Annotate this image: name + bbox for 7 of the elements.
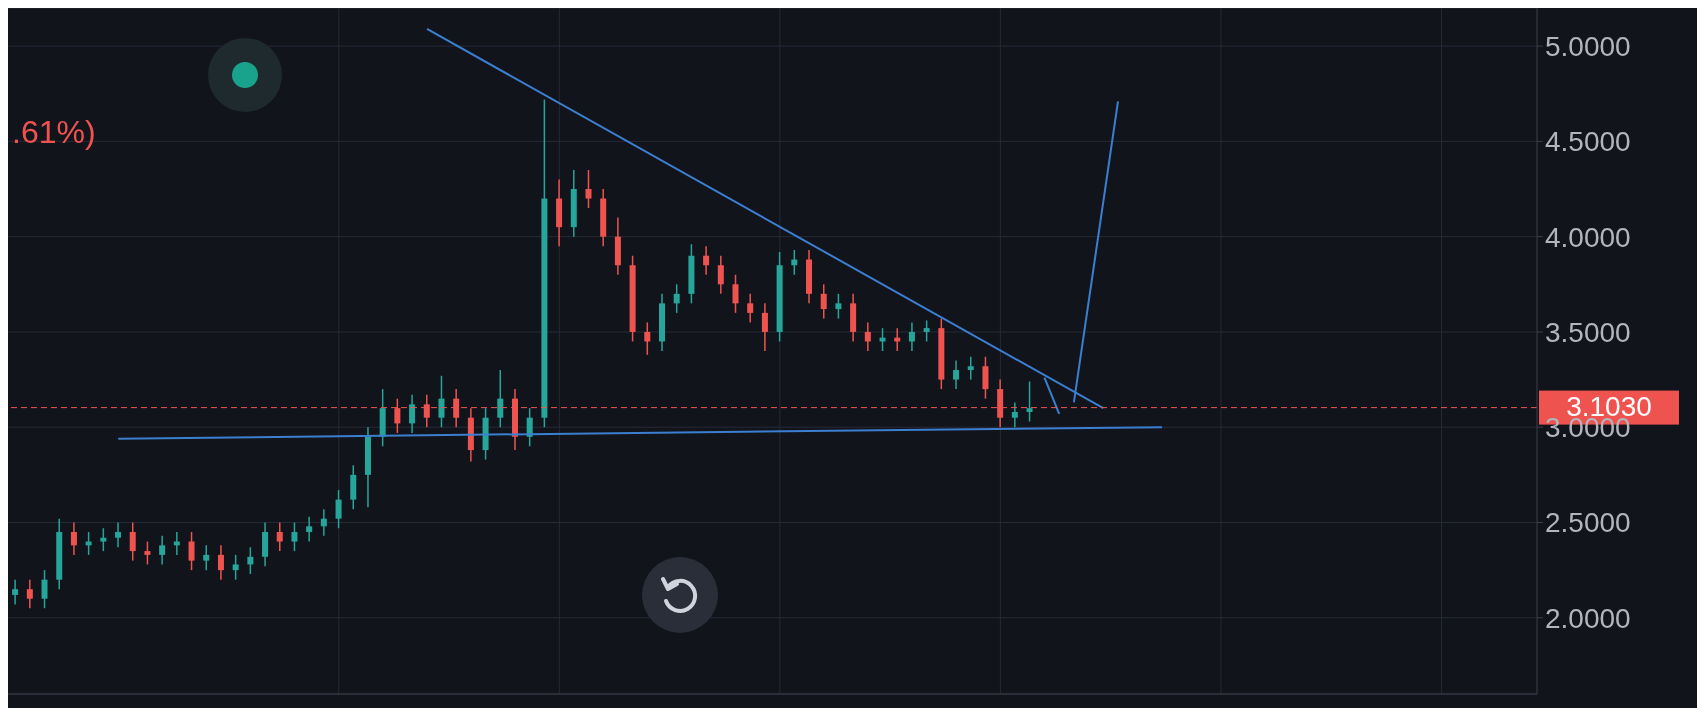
y-tick-label: 4.0000 <box>1545 221 1631 253</box>
y-tick-label: 5.0000 <box>1545 31 1631 63</box>
y-tick-label: 4.5000 <box>1545 126 1631 158</box>
y-tick-label: 2.0000 <box>1545 602 1631 634</box>
y-tick-label: 3.5000 <box>1545 316 1631 348</box>
annotation: .61%) <box>12 114 96 151</box>
y-tick-label: 2.5000 <box>1545 507 1631 539</box>
